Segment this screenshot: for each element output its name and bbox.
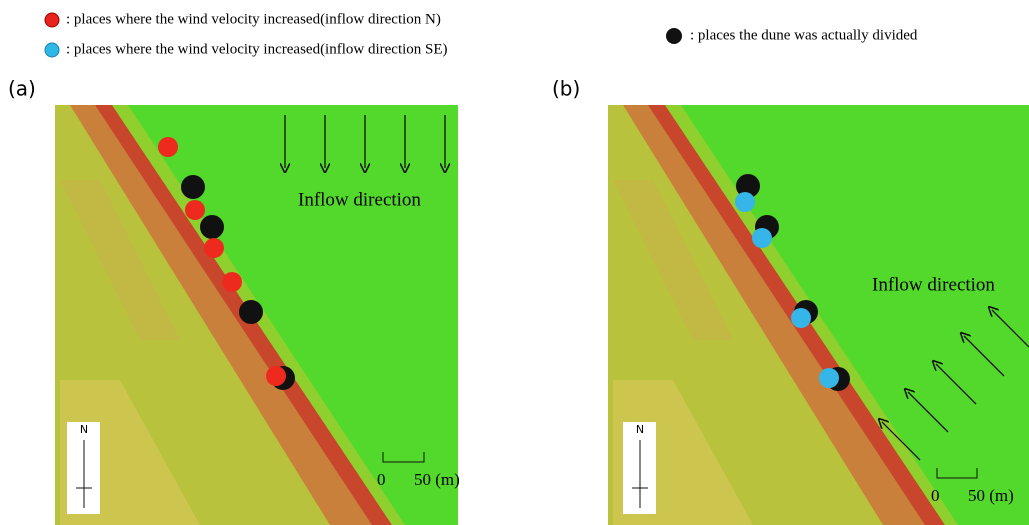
legend-text: : places the dune was actually divided <box>690 27 918 43</box>
north-label: N <box>636 423 644 436</box>
map-b <box>608 105 1029 525</box>
scale-label: 0 <box>377 470 386 489</box>
scale-label: 50 (m) <box>968 486 1014 505</box>
figure: : places where the wind velocity increas… <box>0 0 1029 525</box>
inflow-label: Inflow direction <box>298 189 421 210</box>
legend-text: : places where the wind velocity increas… <box>66 41 448 57</box>
panel-label: (a) <box>8 77 36 101</box>
scale-label: 50 (m) <box>414 470 460 489</box>
legend-swatch <box>45 43 59 57</box>
north-label: N <box>80 423 88 436</box>
legend-swatch <box>666 28 682 44</box>
legend-text: : places where the wind velocity increas… <box>66 11 441 27</box>
legend-swatch <box>45 13 59 27</box>
inflow-label: Inflow direction <box>872 274 995 295</box>
panel-label: (b) <box>552 77 580 101</box>
scale-label: 0 <box>931 486 940 505</box>
